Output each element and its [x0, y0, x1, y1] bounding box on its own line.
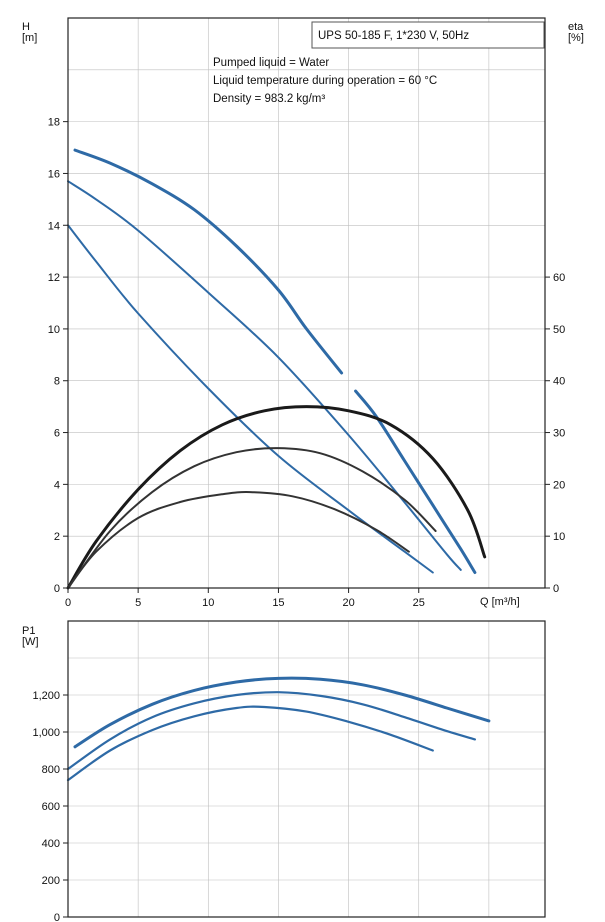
head-tick-labels: 0 2 4 6 8 10 12 14 16 18 [48, 117, 68, 595]
head-tick-label: 14 [48, 220, 60, 232]
eta-tick-label: 50 [553, 324, 565, 336]
flow-tick-label: 5 [135, 597, 141, 609]
power-tick-label: 1,000 [32, 727, 60, 739]
head-tick-label: 0 [54, 583, 60, 595]
axis-label-line: [%] [568, 32, 584, 44]
flow-tick-label: 0 [65, 597, 71, 609]
flow-tick-label: 10 [202, 597, 214, 609]
axis-label-line: eta [568, 21, 584, 33]
annotation-liquid: Pumped liquid = Water [213, 57, 329, 69]
power-grid [67, 621, 545, 918]
head-curve-2 [67, 180, 462, 571]
power-tick-label: 1,200 [32, 690, 60, 702]
head-tick-label: 16 [48, 168, 60, 180]
eta-tick-label: 10 [553, 531, 565, 543]
eta-curve-4 [66, 405, 487, 590]
head-tick-label: 12 [48, 272, 60, 284]
power-tick-label: 0 [54, 912, 60, 922]
head-axis-label: H [m] [22, 21, 37, 44]
eta-tick-labels: 0 10 20 30 40 50 60 [545, 272, 565, 595]
axis-label-line: P1 [22, 625, 35, 637]
eta-curve-6 [67, 491, 410, 589]
power-series [66, 676, 491, 782]
power-curve-2 [66, 705, 434, 782]
head-tick-label: 2 [54, 531, 60, 543]
power-tick-label: 800 [42, 764, 60, 776]
axis-label-line: H [22, 21, 30, 33]
head-tick-label: 10 [48, 324, 60, 336]
eta-axis-label: eta [%] [568, 21, 584, 44]
eta-tick-label: 40 [553, 376, 565, 388]
flow-tick-label: 20 [342, 597, 354, 609]
eta-tick-label: 0 [553, 583, 559, 595]
axis-label-line: [W] [22, 636, 39, 648]
head-eta-series [66, 148, 487, 590]
flow-axis-label: Q [m³/h] [480, 596, 520, 608]
eta-tick-label: 20 [553, 479, 565, 491]
title-box [311, 21, 545, 49]
head-tick-label: 4 [54, 479, 60, 491]
power-tick-label: 600 [42, 801, 60, 813]
eta-curve-5 [67, 447, 437, 589]
power-axis-label: P1 [W] [22, 625, 39, 648]
power-tick-labels: 0 200 400 600 800 1,000 1,200 [32, 690, 68, 922]
flow-tick-label: 25 [413, 597, 425, 609]
eta-tick-label: 30 [553, 428, 565, 440]
head-plot-frame [67, 17, 546, 589]
chart-title: UPS 50-185 F, 1*230 V, 50Hz [318, 30, 469, 42]
flow-tick-labels: 0 5 10 15 20 25 [65, 588, 425, 609]
head-tick-label: 8 [54, 376, 60, 388]
head-curve-3 [67, 224, 434, 574]
head-tick-label: 18 [48, 117, 60, 129]
eta-tick-label: 60 [553, 272, 565, 284]
axis-label-line: [m] [22, 32, 37, 44]
annotation-density: Density = 983.2 kg/m³ [213, 93, 325, 105]
power-curve-0 [73, 676, 491, 749]
power-tick-label: 200 [42, 875, 60, 887]
head-ext-curve-1 [354, 389, 477, 574]
annotation-temperature: Liquid temperature during operation = 60… [213, 75, 437, 87]
power-curve-1 [66, 691, 476, 771]
head-curve-0 [73, 148, 344, 375]
flow-tick-label: 15 [272, 597, 284, 609]
power-tick-label: 400 [42, 838, 60, 850]
head-tick-label: 6 [54, 428, 60, 440]
